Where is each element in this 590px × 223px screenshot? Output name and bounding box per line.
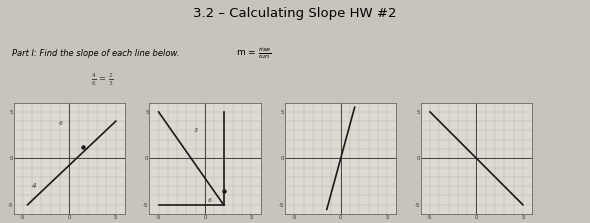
Text: 3: 3 <box>194 128 198 133</box>
Text: 4: 4 <box>32 183 36 189</box>
Text: 6: 6 <box>59 120 63 126</box>
Text: m = $\frac{rise}{run}$: m = $\frac{rise}{run}$ <box>236 45 271 60</box>
Text: Part I: Find the slope of each line below.: Part I: Find the slope of each line belo… <box>12 49 179 58</box>
Text: $\frac{4}{6}$ = $\frac{2}{3}$: $\frac{4}{6}$ = $\frac{2}{3}$ <box>91 71 114 88</box>
Text: 3.2 – Calculating Slope HW #2: 3.2 – Calculating Slope HW #2 <box>194 7 396 20</box>
Text: 6: 6 <box>208 198 212 203</box>
